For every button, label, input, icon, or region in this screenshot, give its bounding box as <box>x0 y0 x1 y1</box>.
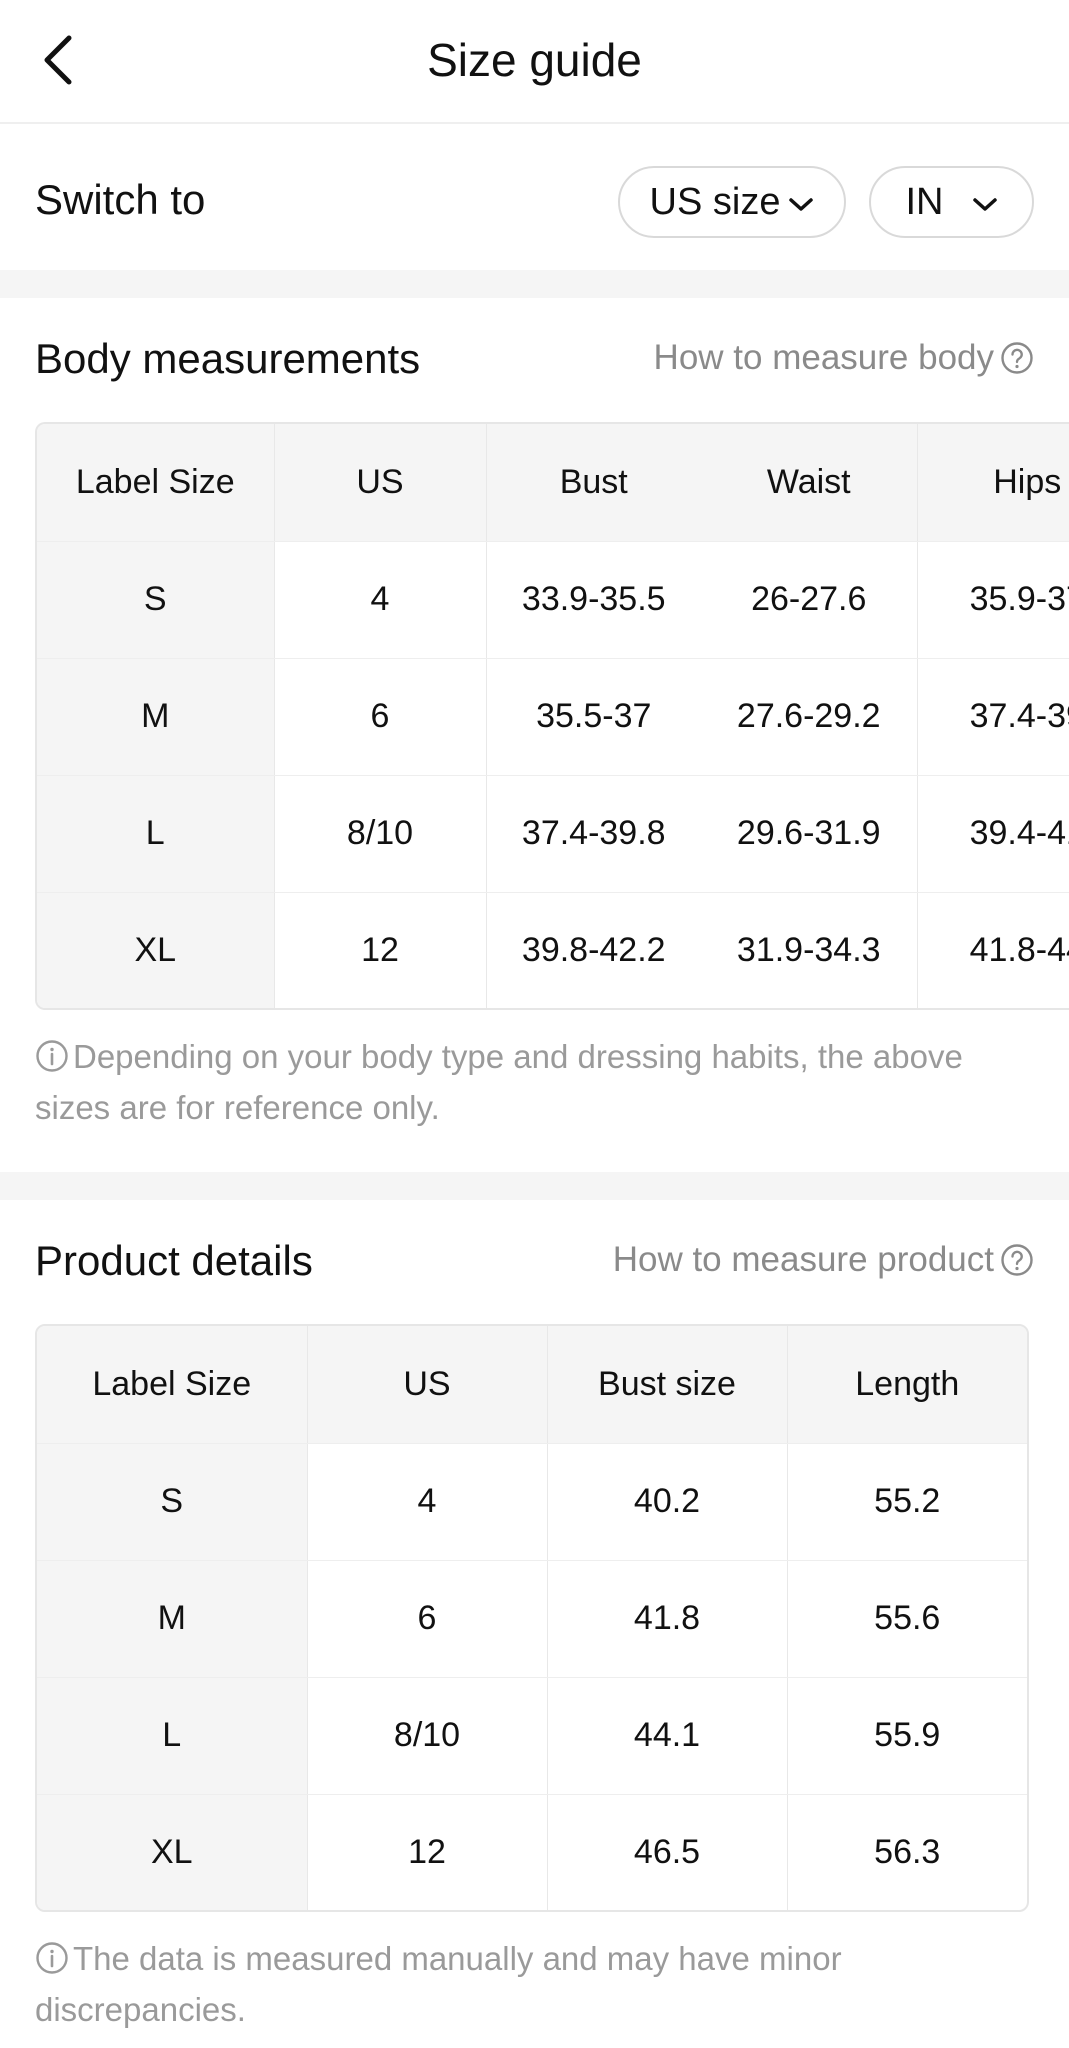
table-cell: 29.6-31.9 <box>701 775 918 893</box>
table-cell: 12 <box>307 1794 548 1910</box>
column-header: Waist <box>701 424 918 542</box>
table-row: XL 12 46.5 56.3 <box>37 1794 1027 1910</box>
column-header: Length <box>787 1326 1027 1444</box>
section-divider <box>0 270 1069 298</box>
table-cell: 12 <box>274 892 487 1008</box>
table-cell: 35.5-37 <box>486 658 701 776</box>
table-cell: M <box>37 658 275 776</box>
table-row: S 4 40.2 55.2 <box>37 1443 1027 1561</box>
product-details-table: Label Size US Bust size Length S 4 40.2 55.2 M 6… <box>35 1324 1029 1912</box>
table-cell: 8/10 <box>307 1677 548 1795</box>
column-header: Bust size <box>547 1326 788 1444</box>
table-cell: L <box>37 1677 308 1795</box>
table-cell: L <box>37 775 275 893</box>
size-switch-row: Switch to US size IN <box>0 124 1069 270</box>
table-header-row: Label Size US Bust Waist Hips <box>37 424 1069 542</box>
table-cell: 6 <box>274 658 487 776</box>
question-mark-icon <box>1000 341 1034 375</box>
column-header: Bust <box>486 424 701 542</box>
info-icon <box>35 1039 69 1085</box>
table-header-row: Label Size US Bust size Length <box>37 1326 1027 1444</box>
column-header: Hips <box>917 424 1069 542</box>
table-cell: 40.2 <box>547 1443 788 1561</box>
table-cell: 39.4-41 <box>917 775 1069 893</box>
table-cell: 8/10 <box>274 775 487 893</box>
table-cell: XL <box>37 1794 308 1910</box>
back-button[interactable] <box>28 28 88 92</box>
note-text: Depending on your body type and dressing… <box>35 1038 963 1126</box>
table-cell: 55.6 <box>787 1560 1027 1678</box>
table-cell: 55.2 <box>787 1443 1027 1561</box>
switch-label: Switch to <box>35 176 206 223</box>
table-cell: 31.9-34.3 <box>701 892 918 1008</box>
table-cell: 37.4-39 <box>917 658 1069 776</box>
table-cell: XL <box>37 892 275 1008</box>
table-cell: 44.1 <box>547 1677 788 1795</box>
table-cell: 39.8-42.2 <box>521 931 666 970</box>
product-details-title: Product details <box>35 1237 313 1284</box>
table-cell: 4 <box>274 541 487 659</box>
table-cell: 35.9-37 <box>917 541 1069 659</box>
table-cell: 41.8 <box>547 1560 788 1678</box>
table-cell: 56.3 <box>874 1833 941 1872</box>
table-cell: S <box>37 541 275 659</box>
how-to-measure-body-link[interactable]: How to measure body <box>654 336 1034 380</box>
how-to-measure-product-link[interactable]: How to measure product <box>613 1238 1034 1282</box>
size-system-value: US size <box>649 180 781 223</box>
body-measurements-note: Depending on your body type and dressing… <box>35 1034 1035 1131</box>
chevron-down-icon <box>972 181 998 224</box>
table-cell: 37.4-39.8 <box>486 775 701 893</box>
column-header: Label Size <box>37 1326 308 1444</box>
table-row: L 8/10 44.1 55.9 <box>37 1677 1027 1795</box>
help-link-label: How to measure body <box>653 338 994 377</box>
table-cell: M <box>37 1560 308 1678</box>
table-cell: 41.8-44 <box>969 931 1069 970</box>
chevron-down-icon <box>788 181 814 224</box>
top-app-bar: Size guide <box>0 0 1069 124</box>
column-header: US <box>274 424 487 542</box>
unit-value: IN <box>905 180 944 223</box>
column-header: Label Size <box>37 424 275 542</box>
unit-dropdown[interactable]: IN <box>869 166 1034 238</box>
chevron-left-icon <box>44 35 72 85</box>
column-header: US <box>307 1326 548 1444</box>
table-row: M 6 41.8 55.6 <box>37 1560 1027 1678</box>
size-system-dropdown[interactable]: US size <box>618 166 846 238</box>
body-measurements-table: Label Size US Bust Waist Hips S 4 33.9-35.5 26-… <box>35 422 1069 1010</box>
table-cell: S <box>37 1443 308 1561</box>
info-icon <box>35 1941 69 1987</box>
section-divider <box>0 1172 1069 1200</box>
table-cell: 4 <box>307 1443 548 1561</box>
table-cell: 26-27.6 <box>701 541 918 659</box>
page-title: Size guide <box>427 34 642 86</box>
table-cell: 33.9-35.5 <box>486 541 701 659</box>
table-cell: 27.6-29.2 <box>701 658 918 776</box>
table-cell: 6 <box>307 1560 548 1678</box>
product-details-note: The data is measured manually and may ha… <box>35 1936 1035 2033</box>
help-link-label: How to measure product <box>612 1240 994 1279</box>
note-text: The data is measured manually and may ha… <box>35 1940 842 2028</box>
table-cell: 46.5 <box>547 1794 788 1910</box>
body-measurements-title: Body measurements <box>35 335 421 382</box>
table-cell: 55.9 <box>787 1677 1027 1795</box>
question-mark-icon <box>1000 1243 1034 1277</box>
